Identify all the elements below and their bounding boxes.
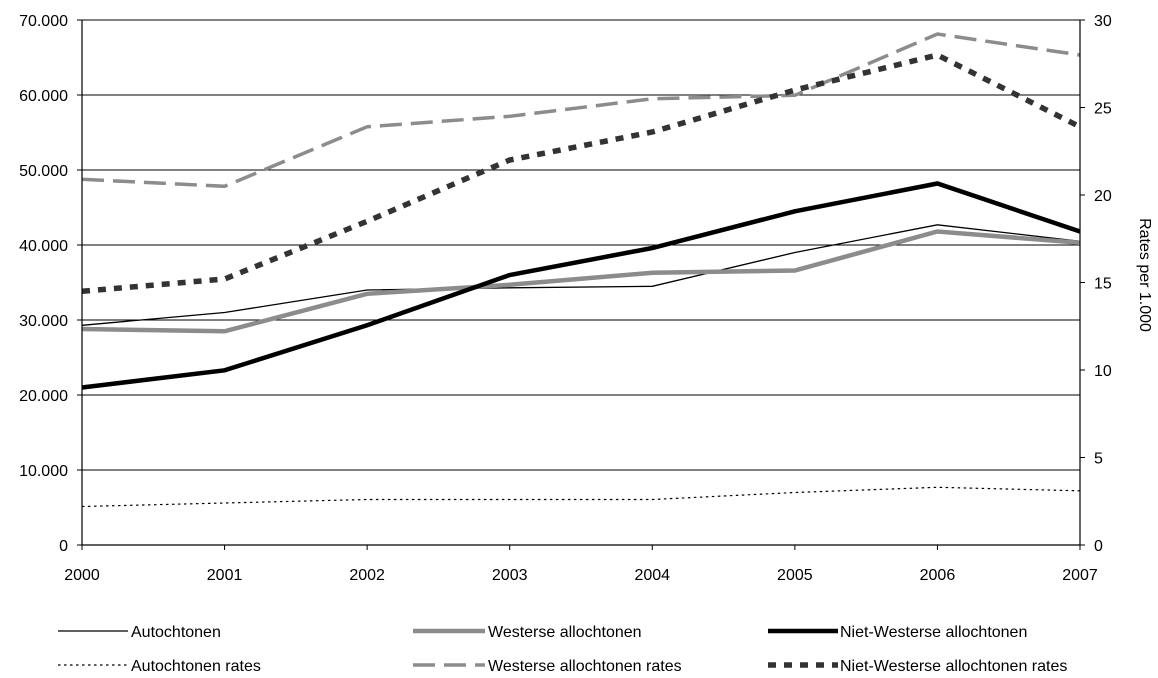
left-tick-label: 40.000 (19, 238, 68, 255)
x-tick-label: 2002 (349, 567, 385, 584)
right-tick-label: 0 (1094, 538, 1103, 555)
right-tick-label: 30 (1094, 13, 1112, 30)
right-axis-label: Rates per 1.000 (1136, 218, 1153, 332)
left-tick-label: 70.000 (19, 13, 68, 30)
left-tick-label: 0 (59, 538, 68, 555)
axes (81, 20, 1081, 546)
left-axis-ticks: 0 10.000 20.000 30.000 40.000 50.000 60.000 70.… (19, 13, 82, 555)
series-line-4 (81, 486, 1081, 508)
x-tick-label: 2006 (920, 567, 956, 584)
legend-label: Autochtonen (131, 624, 221, 641)
left-tick-label: 10.000 (19, 463, 68, 480)
gridlines (82, 19, 1080, 471)
legend-label: Autochtonen rates (131, 658, 261, 675)
series-line-1 (81, 224, 1081, 326)
right-tick-label: 25 (1094, 101, 1112, 118)
legend-label: Westerse allochtonen rates (488, 658, 682, 675)
left-tick-label: 60.000 (19, 88, 68, 105)
right-tick-label: 15 (1094, 276, 1112, 293)
x-tick-label: 2004 (634, 567, 670, 584)
series-line-3 (81, 181, 1081, 390)
legend-label: Niet-Westerse allochtonen rates (840, 658, 1067, 675)
legend-label: Niet-Westerse allochtonen (840, 624, 1027, 641)
right-tick-label: 5 (1094, 451, 1103, 468)
series-lines (81, 32, 1082, 508)
series-line-2 (81, 229, 1081, 334)
x-tick-label: 2007 (1062, 567, 1098, 584)
x-tick-label: 2005 (777, 567, 813, 584)
legend-label: Westerse allochtonen (488, 624, 642, 641)
series-line-6 (81, 52, 1082, 295)
right-tick-label: 20 (1094, 188, 1112, 205)
legend: Autochtonen Westerse allochtonen Niet-West… (58, 624, 1067, 675)
right-tick-label: 10 (1094, 363, 1112, 380)
x-tick-label: 2000 (64, 567, 100, 584)
right-axis-ticks: 0 5 10 15 20 25 30 (1080, 13, 1112, 555)
left-tick-label: 20.000 (19, 388, 68, 405)
x-tick-label: 2003 (492, 567, 528, 584)
left-tick-label: 30.000 (19, 313, 68, 330)
x-axis-ticks: 2000 2001 2002 2003 2004 2005 2006 2007 (64, 545, 1098, 584)
x-tick-label: 2001 (207, 567, 243, 584)
left-tick-label: 50.000 (19, 163, 68, 180)
series-line-5 (81, 32, 1081, 189)
